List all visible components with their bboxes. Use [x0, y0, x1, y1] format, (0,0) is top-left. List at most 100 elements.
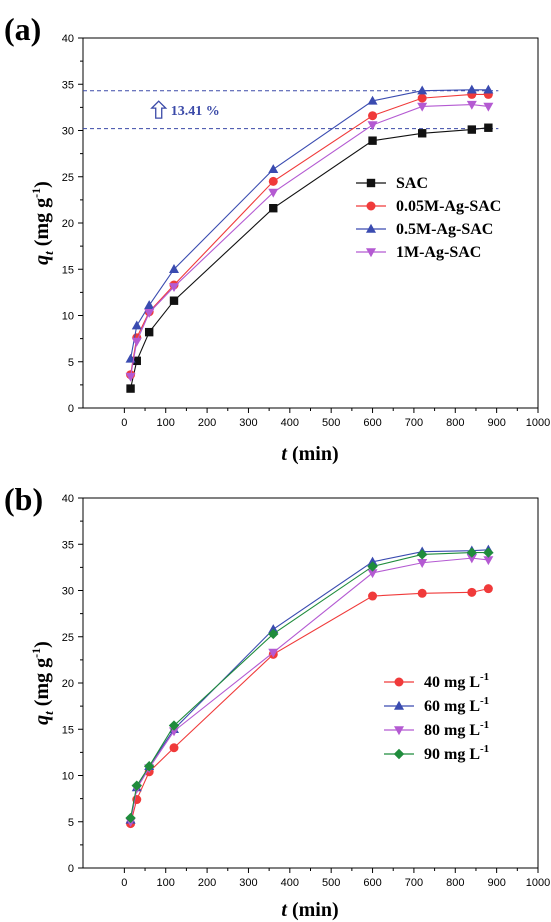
data-point-a-1 [417, 93, 427, 103]
x-tick-label-a: 500 [322, 417, 340, 429]
data-point-b-3 [268, 628, 279, 640]
legend-a: SAC 0.05M-Ag-SAC 0.5M-Ag-SAC 1M-Ag-SAC [356, 175, 501, 261]
y-tick-label-b: 35 [62, 539, 74, 551]
x-ticks-a: 0 100 200 300 400 500 600 700 800 900 1000 [121, 408, 550, 429]
y-axis-close-a: ) [31, 181, 53, 188]
data-point-b-3 [131, 780, 142, 791]
annotation-text: 13.41 % [171, 104, 220, 119]
x-tick-label-b: 100 [157, 877, 175, 889]
data-point-b-2 [466, 554, 477, 564]
data-point-b-3 [483, 547, 494, 558]
legend-label-a-3: 1M-Ag-SAC [396, 244, 481, 261]
up-arrow-icon [150, 100, 168, 119]
data-point-b-0 [368, 591, 378, 601]
x-axis-title-a: t (min) [281, 443, 338, 465]
x-tick-label-a: 1000 [526, 417, 550, 429]
x-tick-label-b: 900 [487, 877, 505, 889]
legend-label-a-2: 0.5M-Ag-SAC [396, 221, 493, 238]
y-axis-superscript-a: -1 [29, 188, 43, 198]
y-tick-label-a: 25 [62, 172, 74, 184]
y-axis-variable-b: q [31, 715, 53, 725]
legend-marker-a-2 [366, 223, 376, 233]
data-point-a-3 [169, 283, 179, 293]
x-axis-variable-a: t [281, 443, 288, 465]
data-point-a-3 [125, 372, 136, 382]
x-axis-unit-b: (min) [287, 899, 339, 921]
y-tick-label-a: 15 [62, 264, 74, 276]
data-point-a-0 [132, 356, 141, 366]
panel-label-b: (b) [4, 481, 43, 517]
x-tick-label-b: 700 [405, 877, 423, 889]
x-tick-label-b: 800 [446, 877, 464, 889]
data-point-a-0 [169, 296, 179, 305]
legend-marker-a-1 [366, 201, 376, 211]
y-tick-label-b: 5 [68, 817, 74, 829]
panel-label-a: (a) [4, 11, 41, 47]
data-point-b-3 [168, 720, 180, 731]
legend-label-b-3: 90 mg L-1 [424, 743, 489, 763]
chart-panel-a: (a) 0 100 200 300 400 500 600 700 800 900 1000 0 5 1… [4, 11, 550, 465]
legend-b: 40 mg L-1 60 mg L-1 80 mg L-1 90 mg L-1 [384, 671, 489, 763]
y-tick-label-a: 20 [62, 218, 74, 230]
data-point-b-3 [367, 561, 378, 572]
data-point-a-2 [367, 95, 378, 105]
y-axis-superscript-b: -1 [29, 648, 43, 658]
data-point-a-3 [144, 309, 155, 318]
y-axis-unit-b: (mg g [31, 658, 53, 711]
legend-label-b-0: 40 mg L-1 [424, 671, 489, 691]
data-point-a-0 [144, 327, 154, 337]
y-tick-label-a: 40 [62, 33, 74, 45]
legend-marker-b-1 [394, 700, 404, 710]
y-axis-title-a: qt (mg g-1) [29, 181, 56, 265]
data-point-b-2 [483, 556, 494, 566]
data-point-b-0 [467, 587, 477, 597]
y-tick-label-a: 10 [62, 311, 74, 323]
data-point-a-0 [269, 204, 278, 213]
data-point-b-2 [268, 648, 279, 658]
x-ticks-b: 0 100 200 300 400 500 600 700 800 900 1000 [121, 868, 550, 889]
y-tick-label-b: 20 [62, 678, 74, 690]
data-point-a-0 [484, 123, 493, 132]
data-point-a-2 [417, 85, 428, 95]
legend-marker-b-0 [394, 677, 404, 687]
y-tick-label-b: 10 [62, 771, 74, 783]
y-tick-label-b: 25 [62, 632, 74, 644]
x-tick-label-a: 400 [281, 417, 299, 429]
data-point-b-3 [416, 549, 428, 560]
x-tick-label-a: 600 [363, 417, 381, 429]
series-group-a [125, 84, 494, 393]
data-point-a-3 [367, 121, 378, 131]
series-line-a-3 [130, 104, 489, 377]
data-point-a-1 [368, 111, 378, 121]
data-point-b-2 [367, 569, 378, 579]
y-axis-title-b: qt (mg g-1) [29, 641, 56, 725]
series-group-b [125, 544, 494, 829]
x-tick-label-b: 200 [198, 877, 216, 889]
x-tick-label-b: 0 [121, 877, 127, 889]
data-point-a-3 [417, 102, 428, 112]
data-point-b-3 [125, 812, 136, 824]
data-point-a-2 [144, 300, 155, 310]
y-tick-label-a: 0 [68, 403, 74, 415]
data-point-b-1 [367, 556, 378, 566]
data-point-b-3 [143, 761, 155, 772]
data-point-a-2 [268, 164, 279, 174]
x-tick-label-a: 100 [157, 417, 175, 429]
x-tick-label-b: 500 [322, 877, 340, 889]
legend-label-b-1: 60 mg L-1 [424, 695, 489, 715]
x-axis-variable-b: t [281, 899, 288, 921]
y-tick-label-a: 30 [62, 126, 74, 138]
x-tick-label-a: 200 [198, 417, 216, 429]
data-point-a-1 [268, 176, 278, 186]
annotation-group-a: 13.41 % [83, 90, 499, 130]
y-tick-label-b: 30 [62, 586, 74, 598]
data-point-a-3 [268, 188, 279, 198]
x-tick-label-a: 0 [121, 417, 127, 429]
legend-label-b-2: 80 mg L-1 [424, 719, 489, 739]
x-axis-unit-a: (min) [287, 443, 339, 465]
y-tick-label-a: 35 [62, 79, 74, 91]
x-tick-label-a: 900 [487, 417, 505, 429]
data-point-a-3 [466, 100, 477, 110]
legend-label-a-0: SAC [396, 175, 428, 192]
